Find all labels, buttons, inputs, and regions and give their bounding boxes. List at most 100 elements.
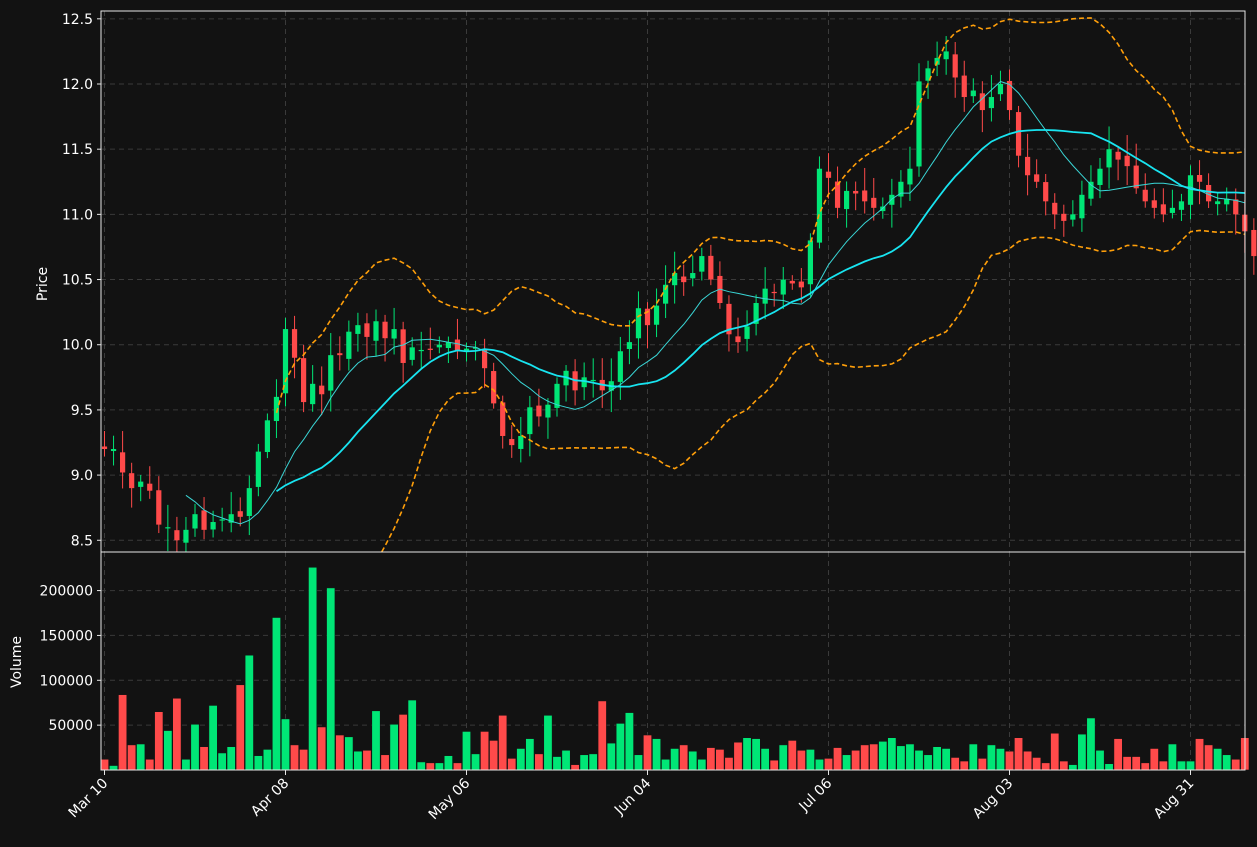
candle <box>228 492 234 533</box>
candle <box>364 313 370 360</box>
candle-body <box>463 348 470 352</box>
candle <box>753 294 759 336</box>
volume-bar <box>959 760 969 771</box>
candle-body <box>988 97 994 109</box>
candle <box>889 178 895 228</box>
candle-body <box>165 527 171 529</box>
candle-body <box>789 280 795 284</box>
candle-body <box>1061 213 1067 221</box>
candle-body <box>210 522 216 530</box>
candle <box>1043 173 1049 216</box>
candle-body <box>1196 175 1203 182</box>
volume-bar <box>1041 762 1051 771</box>
candle <box>844 181 850 228</box>
candle-body <box>101 446 108 450</box>
volume-bar <box>380 754 390 771</box>
candle <box>174 516 180 552</box>
candle <box>120 431 126 489</box>
volume-bar <box>154 711 164 771</box>
volume-bar <box>1095 749 1105 771</box>
candle-body <box>409 347 415 360</box>
candle <box>282 317 289 407</box>
candle <box>907 146 913 201</box>
volume-bar <box>805 749 815 771</box>
candle-body <box>527 407 533 435</box>
date-tick-label: Jul 06 <box>796 775 836 815</box>
candle <box>427 327 433 360</box>
candle <box>110 435 117 466</box>
candle-body <box>1187 175 1194 205</box>
candle-body <box>581 377 587 388</box>
candle-body <box>853 190 859 194</box>
candle-body <box>183 529 189 543</box>
volume-bar <box>127 744 137 771</box>
volume-bar <box>398 714 408 771</box>
candle-body <box>1097 168 1103 185</box>
volume-bar <box>923 754 933 771</box>
candle-body <box>1006 80 1013 111</box>
candle-body <box>174 530 180 541</box>
volume-bar <box>561 749 571 771</box>
candle <box>590 358 596 398</box>
candle-body <box>482 349 488 369</box>
price-axis: 8.5 9.0 9.5 10.0 10.5 11.0 11.5 12.0 12.5 <box>62 12 101 549</box>
candle-body <box>889 194 895 205</box>
volume-bar <box>1086 717 1096 771</box>
candle-body <box>337 353 343 356</box>
volume-bar <box>163 730 173 771</box>
candle <box>246 475 252 536</box>
candle-body <box>1169 207 1175 213</box>
lower-band-line <box>380 229 1245 552</box>
candle <box>925 60 931 99</box>
candle <box>156 476 162 534</box>
candle-body <box>1133 165 1139 189</box>
volume-tick-label: 150000 <box>40 628 93 644</box>
price-axis-label: Price <box>35 267 51 301</box>
candle-body <box>834 181 841 208</box>
candle <box>599 358 605 408</box>
candle-body <box>1178 201 1185 210</box>
candle-body <box>264 420 270 453</box>
candle-body <box>1124 155 1130 167</box>
candle <box>319 366 325 416</box>
date-tick-label: Jun 04 <box>611 775 654 818</box>
volume-bar <box>1050 732 1060 771</box>
candle <box>400 321 406 383</box>
candle-body <box>237 511 243 517</box>
volume-bar <box>1131 756 1141 771</box>
volume-bar <box>842 754 852 771</box>
candle <box>1187 165 1194 220</box>
date-tick-label: May 06 <box>426 775 474 823</box>
price-tick-label: 10.0 <box>62 338 93 354</box>
candle <box>934 41 940 77</box>
candle <box>219 507 225 532</box>
volume-bar <box>534 753 544 771</box>
candle <box>681 264 687 296</box>
candle-body <box>120 452 126 473</box>
candle-body <box>780 279 786 295</box>
volume-bars <box>100 566 1250 771</box>
volume-bar <box>905 743 915 771</box>
candle-body <box>445 342 451 348</box>
candle-body <box>418 349 424 352</box>
date-tick-label: Aug 31 <box>1151 776 1197 822</box>
candle-body <box>1052 202 1058 215</box>
volume-bar <box>624 712 634 771</box>
volume-bar <box>235 684 245 771</box>
candle <box>816 156 823 249</box>
candle-body <box>554 383 560 408</box>
volume-tick-label: 100000 <box>40 673 93 689</box>
candle-body <box>617 351 623 382</box>
candle <box>138 474 144 502</box>
candle <box>1015 105 1022 168</box>
candle-body <box>400 329 406 363</box>
candle-body <box>699 256 705 272</box>
candle-body <box>346 331 352 359</box>
candle <box>382 314 388 362</box>
candle-body <box>436 344 442 348</box>
volume-bar <box>833 747 843 771</box>
candle-body <box>1215 201 1221 205</box>
volume-bar <box>1167 743 1177 771</box>
candle <box>1151 188 1157 219</box>
volume-bar <box>570 764 580 771</box>
